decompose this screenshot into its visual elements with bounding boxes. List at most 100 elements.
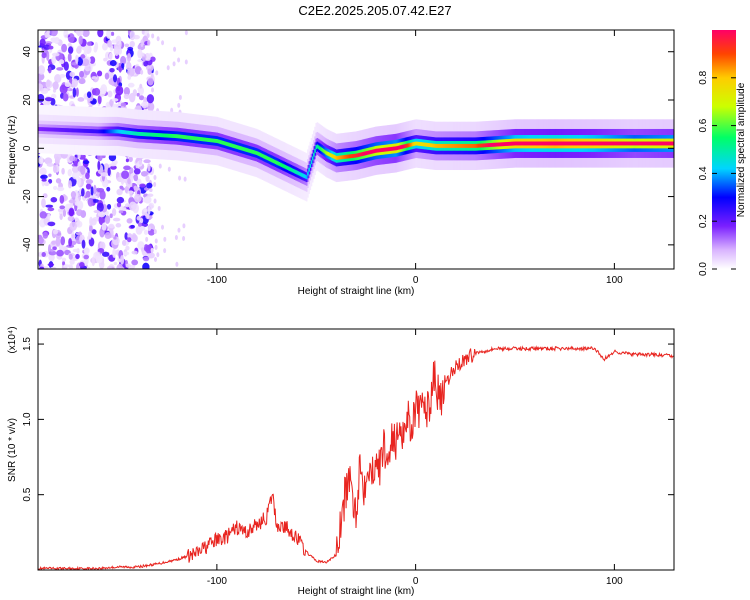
ridge-cell bbox=[463, 143, 465, 148]
ridge-cell bbox=[92, 129, 95, 134]
ridge-cell bbox=[454, 143, 457, 148]
ridge-cell bbox=[85, 128, 87, 133]
ridge-cell bbox=[247, 148, 250, 153]
ridge-cell bbox=[567, 141, 569, 146]
ridge-cell bbox=[259, 152, 262, 157]
ridge-cell bbox=[198, 136, 201, 141]
ridge-cell bbox=[234, 144, 236, 149]
ridge-cell bbox=[125, 130, 128, 135]
noise-speck bbox=[83, 254, 90, 260]
ridge-cell bbox=[39, 127, 42, 132]
ridge-cell bbox=[493, 142, 495, 147]
ridge-cell bbox=[200, 137, 203, 142]
noise-speck bbox=[163, 248, 167, 254]
ridge-cell bbox=[283, 164, 285, 169]
ridge-cell bbox=[367, 150, 370, 155]
noise-speck bbox=[157, 205, 161, 211]
ridge-cell bbox=[425, 142, 427, 147]
ridge-cell bbox=[530, 141, 532, 146]
noise-speck bbox=[67, 42, 72, 47]
noise-speck bbox=[58, 59, 65, 65]
ridge-cell bbox=[549, 141, 551, 146]
noise-speck bbox=[48, 66, 52, 74]
noise-speck bbox=[121, 170, 130, 180]
noise-speck bbox=[45, 204, 54, 208]
noise-speck bbox=[118, 210, 124, 214]
noise-speck bbox=[141, 30, 145, 35]
ridge-cell bbox=[322, 148, 325, 153]
noise-speck bbox=[70, 190, 77, 199]
noise-speck bbox=[52, 229, 59, 235]
ridge-cell bbox=[532, 141, 535, 146]
ridge-cell bbox=[60, 127, 62, 132]
noise-speck bbox=[120, 255, 125, 265]
noise-speck bbox=[48, 178, 53, 184]
ridge-cell bbox=[590, 141, 593, 146]
noise-speck bbox=[52, 164, 57, 174]
ridge-cell bbox=[584, 141, 587, 146]
ridge-cell bbox=[400, 145, 402, 150]
ridge-cell bbox=[339, 155, 341, 160]
ridge-cell bbox=[262, 154, 265, 159]
ridge-cell bbox=[265, 155, 267, 160]
noise-speck bbox=[184, 30, 188, 36]
noise-speck bbox=[125, 263, 131, 268]
noise-speck bbox=[40, 174, 48, 180]
noise-speck bbox=[79, 70, 85, 78]
ridge-cell bbox=[180, 134, 183, 139]
colorbar-ticks: 0.0 0.2 0.4 0.6 0.8 bbox=[698, 70, 736, 276]
ridge-cell bbox=[644, 141, 647, 146]
ridge-cell bbox=[346, 154, 349, 159]
noise-speck bbox=[51, 55, 57, 64]
ridge-cell bbox=[421, 142, 424, 147]
noise-speck bbox=[106, 30, 112, 39]
snr-scale-note: (x10⁴) bbox=[7, 326, 18, 353]
ridge-cell bbox=[248, 148, 251, 153]
ridge-cell bbox=[415, 141, 418, 146]
ridge-cell bbox=[315, 145, 318, 150]
ridge-cell bbox=[408, 143, 411, 148]
ridge-cell bbox=[53, 127, 55, 132]
noise-speck bbox=[42, 193, 48, 199]
ridge-cell bbox=[220, 140, 222, 145]
ridge-cell bbox=[410, 142, 413, 147]
ridge-cell bbox=[546, 141, 549, 146]
noise-speck bbox=[41, 252, 46, 257]
ridge-cell bbox=[471, 143, 474, 148]
ridge-cell bbox=[596, 141, 599, 146]
ridge-cell bbox=[383, 147, 386, 152]
noise-speck bbox=[111, 208, 117, 216]
ridge-cell bbox=[437, 143, 439, 148]
ridge-cell bbox=[601, 141, 604, 146]
snr-panel: -100 0 100 0.5 1.0 1.5 Height of straight lin… bbox=[7, 326, 675, 597]
ridge-cell bbox=[164, 133, 166, 138]
noise-speck bbox=[137, 222, 142, 227]
ridge-cell bbox=[240, 146, 242, 151]
noise-speck bbox=[115, 250, 119, 255]
ridge-cell bbox=[544, 141, 547, 146]
ridge-cell bbox=[173, 134, 176, 138]
ridge-cell bbox=[542, 141, 544, 146]
ridge-cell bbox=[210, 138, 213, 143]
ridge-cell bbox=[651, 141, 654, 146]
ridge-cell bbox=[100, 129, 103, 134]
ridge-cell bbox=[488, 143, 490, 147]
noise-speck bbox=[50, 197, 58, 203]
noise-speck bbox=[83, 160, 90, 165]
ridge-cell bbox=[459, 143, 462, 148]
ridge-cell bbox=[109, 129, 111, 134]
ridge-cell bbox=[186, 135, 189, 140]
noise-speck bbox=[48, 250, 57, 256]
ridge-cell bbox=[146, 132, 148, 137]
ridge-cell bbox=[602, 141, 605, 146]
ridge-cell bbox=[547, 141, 550, 146]
ridge-cell bbox=[409, 142, 412, 147]
noise-speck bbox=[183, 176, 187, 182]
ridge-cell bbox=[490, 142, 493, 147]
ridge-cell bbox=[605, 141, 607, 146]
ridge-cell bbox=[301, 173, 303, 177]
ridge-cell bbox=[394, 146, 396, 151]
ridge-cell bbox=[538, 141, 541, 146]
ridge-cell bbox=[527, 141, 530, 146]
noise-speck bbox=[146, 33, 150, 39]
